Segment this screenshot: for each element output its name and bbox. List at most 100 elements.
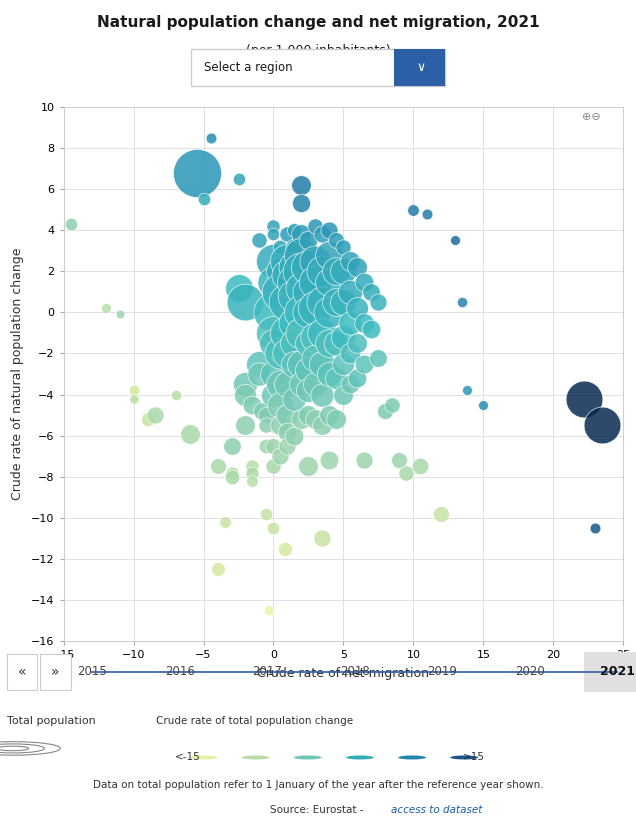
Point [310, 275, 321, 288]
Text: 2020: 2020 [515, 666, 544, 678]
Text: >15: >15 [463, 752, 485, 763]
Point [324, 337, 335, 350]
Point [275, 285, 286, 298]
Point [324, 454, 335, 467]
Circle shape [346, 755, 374, 760]
Point [373, 351, 384, 364]
Point [282, 296, 293, 309]
Point [170, 388, 181, 401]
Point [331, 265, 342, 278]
Point [247, 474, 258, 487]
Text: Data on total population refer to 1 January of the year after the reference year: Data on total population refer to 1 Janu… [93, 780, 543, 790]
Point [240, 419, 251, 432]
FancyBboxPatch shape [40, 654, 71, 690]
Text: 2016: 2016 [165, 666, 195, 678]
Point [289, 392, 300, 405]
Point [268, 337, 279, 350]
Point [317, 228, 328, 241]
Point [257, 404, 267, 418]
Text: Total population: Total population [6, 716, 95, 727]
Point [366, 285, 377, 298]
Text: ∨: ∨ [417, 62, 425, 74]
Text: Crude rate of total population change: Crude rate of total population change [156, 716, 353, 727]
Point [324, 409, 335, 422]
Point [282, 255, 293, 268]
Point [359, 316, 370, 329]
Point [462, 384, 472, 397]
Point [331, 296, 342, 309]
Point [282, 425, 293, 438]
Point [226, 466, 237, 479]
Point [268, 306, 279, 319]
Point [240, 378, 251, 391]
Point [331, 234, 342, 247]
Circle shape [450, 755, 478, 760]
Point [310, 351, 321, 364]
Circle shape [294, 755, 322, 760]
Point [394, 454, 404, 467]
Point [261, 507, 272, 520]
Point [268, 255, 279, 268]
Point [338, 388, 349, 401]
Text: Source: Eurostat -: Source: Eurostat - [270, 805, 366, 815]
Point [233, 172, 244, 185]
Point [219, 515, 230, 529]
Point [310, 255, 321, 268]
Point [275, 347, 286, 360]
Point [296, 228, 307, 241]
Point [303, 459, 314, 473]
Point [282, 347, 293, 360]
Point [275, 398, 286, 411]
Point [282, 439, 293, 452]
Point [289, 337, 300, 350]
Point [338, 265, 349, 278]
Point [142, 413, 153, 426]
Text: »: » [52, 665, 60, 679]
Point [268, 275, 279, 288]
Point [345, 255, 356, 268]
Circle shape [398, 755, 426, 760]
Point [149, 409, 160, 422]
Point [226, 439, 237, 452]
Point [352, 302, 363, 315]
Text: 2019: 2019 [427, 666, 457, 678]
Text: access to dataset: access to dataset [391, 805, 483, 815]
Point [331, 372, 342, 385]
Point [338, 330, 349, 344]
Point [233, 281, 244, 294]
Point [289, 224, 300, 237]
Point [282, 378, 293, 391]
Point [296, 306, 307, 319]
Point [296, 413, 307, 426]
Point [114, 307, 125, 321]
Point [457, 296, 467, 309]
Point [310, 378, 321, 391]
Point [338, 240, 349, 253]
Point [317, 532, 328, 545]
Point [254, 357, 265, 370]
Point [303, 261, 314, 274]
Point [450, 234, 460, 247]
Point [345, 378, 356, 391]
Point [275, 419, 286, 432]
Point [478, 398, 488, 411]
Point [324, 275, 335, 288]
Point [296, 248, 307, 261]
Point [597, 419, 607, 432]
Point [352, 261, 363, 274]
Point [205, 131, 216, 144]
Point [345, 285, 356, 298]
Point [324, 248, 335, 261]
Point [66, 217, 76, 230]
Point [436, 507, 446, 520]
Point [338, 357, 349, 370]
Point [359, 275, 370, 288]
Point [264, 603, 274, 616]
Point [247, 398, 258, 411]
Point [373, 296, 384, 309]
Point [296, 281, 307, 294]
Text: Select a region: Select a region [204, 62, 292, 74]
Point [240, 388, 251, 401]
Point [303, 306, 314, 319]
Point [303, 234, 314, 247]
